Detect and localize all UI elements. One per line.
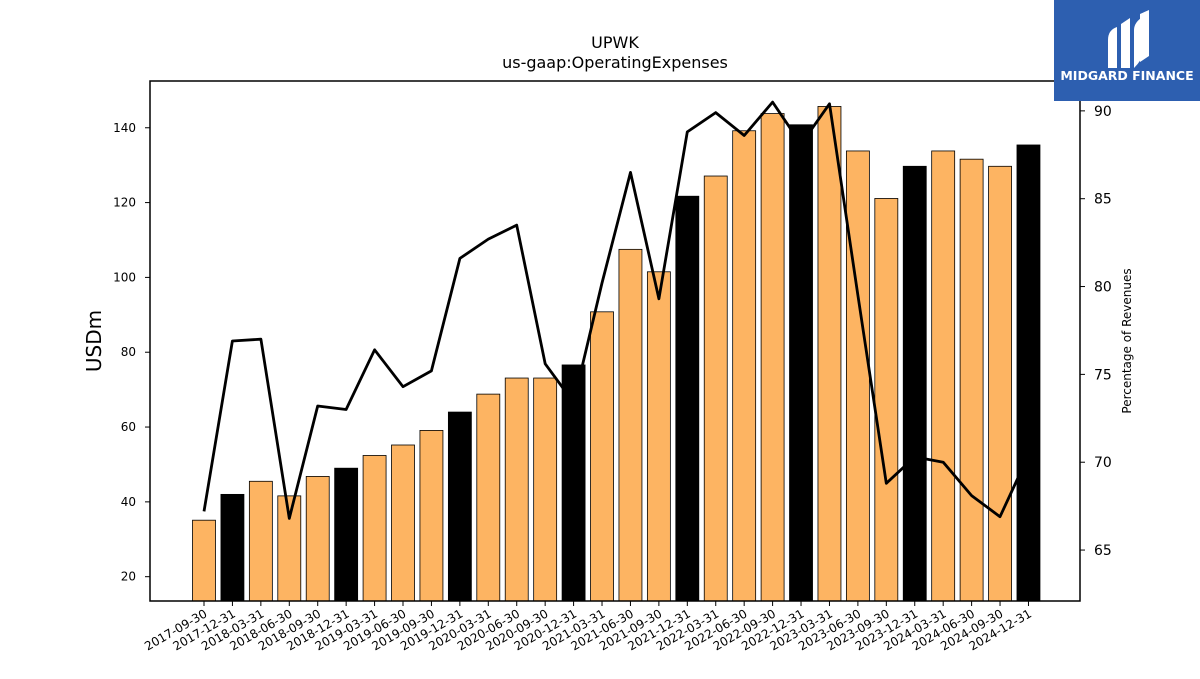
bar — [305, 476, 330, 602]
left-axis: 20 40 60 80 100 120 140 — [113, 121, 150, 584]
bar — [732, 130, 757, 602]
bar — [931, 150, 956, 602]
y2-tick-label: 90 — [1094, 104, 1112, 120]
y2-tick-label: 65 — [1094, 543, 1112, 559]
bar — [618, 248, 643, 602]
bar — [533, 377, 558, 602]
bar — [959, 158, 984, 602]
y-tick-label: 120 — [113, 196, 136, 210]
y-axis-label: USDm — [82, 310, 106, 372]
logo-text: MIDGARD FINANCE — [1060, 68, 1194, 83]
bar — [703, 175, 728, 602]
x-axis: 2017-09-302017-12-312018-03-312018-06-30… — [142, 601, 1034, 653]
bar — [760, 113, 785, 602]
y2-tick-label: 70 — [1094, 455, 1112, 471]
bar — [1016, 144, 1041, 602]
y-tick-label: 40 — [121, 495, 136, 509]
right-axis: 65 70 75 80 85 90 — [1080, 104, 1112, 559]
bar — [789, 124, 813, 602]
series-line — [202, 100, 1030, 520]
bar — [988, 165, 1012, 602]
bar — [476, 393, 501, 602]
bar — [504, 377, 529, 602]
y2-tick-label: 75 — [1094, 367, 1112, 383]
line-group — [202, 100, 1030, 520]
y2-tick-label: 85 — [1094, 192, 1112, 208]
bar — [192, 519, 216, 602]
y-tick-label: 60 — [121, 420, 136, 434]
y-tick-label: 80 — [121, 345, 136, 359]
bar — [248, 480, 273, 602]
plot-frame — [149, 80, 1081, 602]
logo-mark-icon — [1108, 10, 1149, 68]
y2-tick-label: 80 — [1094, 280, 1112, 296]
bar — [334, 467, 359, 602]
brand-logo: MIDGARD FINANCE — [1054, 0, 1200, 101]
bar — [220, 493, 245, 602]
bar — [590, 311, 614, 602]
chart-title: UPWK — [591, 33, 639, 52]
y-tick-label: 20 — [121, 570, 136, 584]
bar — [817, 106, 842, 602]
bar — [845, 150, 870, 602]
bar — [874, 198, 899, 602]
bar — [391, 444, 415, 602]
bar — [447, 411, 472, 602]
bar — [675, 195, 700, 602]
y2-axis-label: Percentage of Revenues — [1120, 268, 1134, 413]
y-tick-label: 100 — [113, 270, 136, 284]
chart-subtitle: us-gaap:OperatingExpenses — [502, 53, 728, 72]
bar — [362, 455, 387, 602]
bar — [646, 271, 671, 602]
bar-group — [192, 106, 1041, 602]
y-tick-label: 140 — [113, 121, 136, 135]
bar — [419, 430, 444, 602]
bar — [902, 165, 927, 602]
